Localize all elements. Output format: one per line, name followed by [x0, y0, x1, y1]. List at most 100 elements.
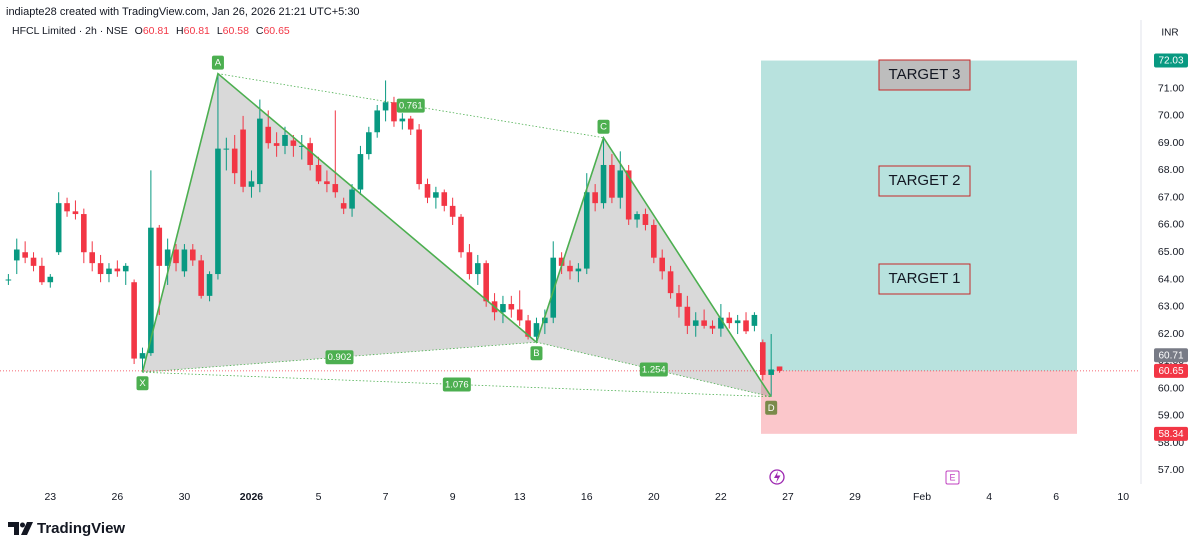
candle-body — [139, 353, 146, 359]
candle-body — [776, 366, 783, 371]
candle-body — [441, 192, 448, 206]
candle-body — [265, 126, 272, 144]
candle-body — [718, 317, 724, 329]
candle-body — [156, 227, 163, 266]
candle-body — [382, 102, 389, 111]
candle-body — [231, 148, 238, 174]
candle-body — [759, 342, 766, 375]
candle-body — [106, 268, 112, 275]
point-box — [765, 400, 778, 415]
price-badge — [1154, 363, 1188, 378]
price-badge — [1154, 53, 1188, 68]
candle-body — [692, 320, 699, 326]
loss-zone — [761, 370, 1077, 434]
symbol: HFCL Limited · 2h · NSE — [12, 25, 128, 37]
candle-body — [533, 323, 540, 337]
candle-body — [592, 192, 598, 204]
credit: indiapte28 created with TradingView.com,… — [6, 6, 360, 18]
candle-body — [349, 189, 355, 209]
y-tick-label: 57.00 — [1158, 464, 1184, 476]
y-tick-label: 63.00 — [1158, 301, 1184, 313]
y-tick-label: 68.00 — [1158, 164, 1184, 176]
legend-value: 60.81 — [143, 25, 169, 37]
annotation: TARGET 3 — [889, 66, 961, 83]
x-tick-label: 22 — [715, 491, 727, 503]
pattern-dotted — [142, 341, 537, 373]
candle-body — [257, 118, 263, 185]
pattern-dotted — [217, 73, 604, 139]
candle-body — [64, 203, 70, 212]
x-tick-label: 30 — [179, 491, 191, 503]
candle-body — [416, 129, 422, 185]
candle-body — [600, 164, 607, 204]
ratio-box — [639, 362, 668, 377]
candle-body — [72, 211, 79, 215]
x-tick-label: Feb — [913, 491, 931, 503]
candle-body — [651, 224, 657, 258]
candle-body — [315, 164, 322, 182]
candle-body — [684, 306, 691, 326]
profit-zone — [761, 60, 1077, 371]
candle-body — [148, 227, 154, 354]
point-box — [530, 346, 543, 361]
earnings-label: E — [949, 472, 955, 482]
candle-body — [542, 317, 548, 324]
candle-body — [701, 320, 707, 326]
price-badge-label: 60.65 — [1158, 366, 1183, 377]
y-tick-label: 70.00 — [1158, 110, 1184, 122]
legend: HFCL Limited · 2h · NSE O60.81 H60.81 L6… — [12, 25, 290, 37]
y-tick-label: 65.00 — [1158, 246, 1184, 258]
ratio-box — [396, 98, 425, 113]
candle-body — [500, 304, 506, 313]
candle-body — [248, 181, 255, 187]
candle-body — [583, 192, 590, 269]
candle-body — [47, 276, 54, 283]
candle-body — [625, 170, 632, 220]
y-tick-label: 59.00 — [1158, 410, 1184, 422]
candle-body — [181, 249, 188, 272]
point-label: X — [139, 378, 146, 389]
price-badge-label: 60.71 — [1158, 350, 1183, 361]
y-tick-label: 62.00 — [1158, 328, 1184, 340]
point-box — [211, 55, 224, 70]
candle-body — [282, 134, 288, 146]
candle-body — [198, 260, 204, 296]
annotation-box — [878, 59, 971, 91]
ratio-box — [325, 350, 354, 365]
candle-body — [734, 320, 741, 324]
candle-body — [30, 257, 37, 266]
candle-body — [122, 265, 129, 272]
candle-body — [357, 154, 364, 190]
legend-value: 60.81 — [184, 25, 210, 37]
pattern-fill — [142, 73, 537, 373]
candle-body — [290, 140, 297, 146]
candle-body — [407, 118, 414, 130]
point-label: A — [215, 58, 222, 69]
candle-body — [525, 320, 531, 337]
ratio-label: 0.902 — [328, 352, 352, 363]
x-tick-label: 27 — [782, 491, 794, 503]
x-tick-label: 13 — [514, 491, 526, 503]
candle-body — [273, 143, 280, 146]
candle-body — [5, 279, 12, 281]
y-tick-label: 71.00 — [1158, 82, 1184, 94]
pattern-line — [141, 72, 772, 398]
legend-value: 60.65 — [263, 25, 289, 37]
candle-body — [81, 214, 87, 253]
ratio-label: 1.076 — [445, 379, 469, 390]
candle-body — [332, 184, 339, 193]
candle-body — [634, 214, 640, 220]
legend-label: L — [217, 25, 223, 37]
annotation-box — [878, 165, 971, 197]
ratio-label: 1.254 — [642, 364, 666, 375]
x-tick-label: 2026 — [240, 491, 264, 503]
candle-body — [609, 164, 615, 198]
candle-body — [189, 249, 196, 261]
candle-body — [223, 148, 230, 150]
candle-body — [667, 271, 674, 294]
point-box — [136, 376, 149, 391]
candle-body — [676, 293, 682, 307]
candle-body — [743, 320, 749, 332]
candle-body — [114, 268, 121, 272]
candle-body — [22, 252, 28, 258]
